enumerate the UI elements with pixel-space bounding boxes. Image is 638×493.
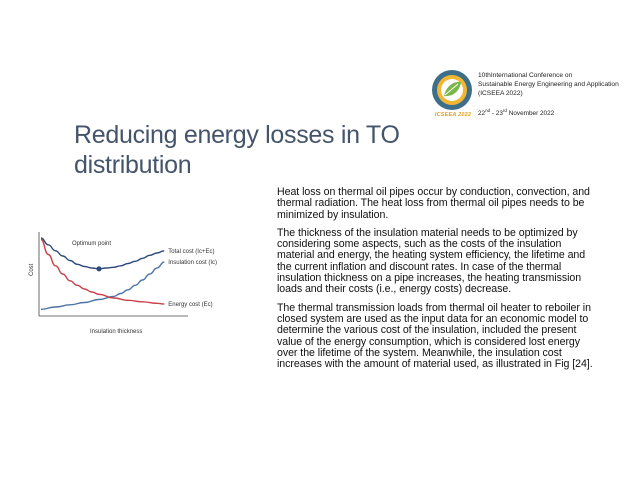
conference-banner: ICSEEA 2022 10thInternational Conference… [428,66,638,124]
total-cost-label: Total cost (Ic+Ec) [168,249,214,255]
date-end: - 23 [490,110,503,118]
conference-line-2: Sustainable Energy Engineering and Appli… [478,81,619,88]
conference-name: 10thInternational Conference on Sustaina… [478,71,638,98]
body-text: Heat loss on thermal oil pipes occur by … [277,186,597,377]
conference-line-3: (ICSEEA 2022) [478,90,523,97]
paragraph-2: The thickness of the insulation material… [277,226,586,296]
paragraph-1: Heat loss on thermal oil pipes occur by … [277,186,590,221]
energy-cost-line [40,238,165,305]
optimum-point-marker [96,266,102,272]
energy-cost-label: Energy cost (Ec) [168,302,212,308]
date-month-year: November 2022 [506,110,555,118]
total-cost-line [40,237,165,270]
date-start-suffix: nd [485,108,491,113]
slide-title: Reducing energy losses in TO distributio… [74,121,400,179]
optimum-point-label: Optimum point [72,241,111,247]
conference-dates: 22nd - 23rd November 2022 [478,108,554,117]
y-axis-label: Cost [29,263,35,276]
series-layer: Total cost (Ic+Ec) Insulation cost (Ic) En… [40,237,217,310]
conference-logo-icon [432,70,472,110]
paragraph-3: The thermal transmission loads from ther… [277,301,593,371]
logo-caption: ICSEEA 2022 [434,112,472,118]
insulation-cost-line [40,261,165,310]
cost-vs-thickness-chart: Cost Insulation thickness Optimum point … [29,232,217,335]
insulation-cost-label: Insulation cost (Ic) [168,260,217,266]
conference-line-1: 10thInternational Conference on [478,72,573,79]
x-axis-label: Insulation thickness [90,329,142,335]
date-start: 22 [478,110,486,118]
date-end-suffix: rd [502,108,507,113]
